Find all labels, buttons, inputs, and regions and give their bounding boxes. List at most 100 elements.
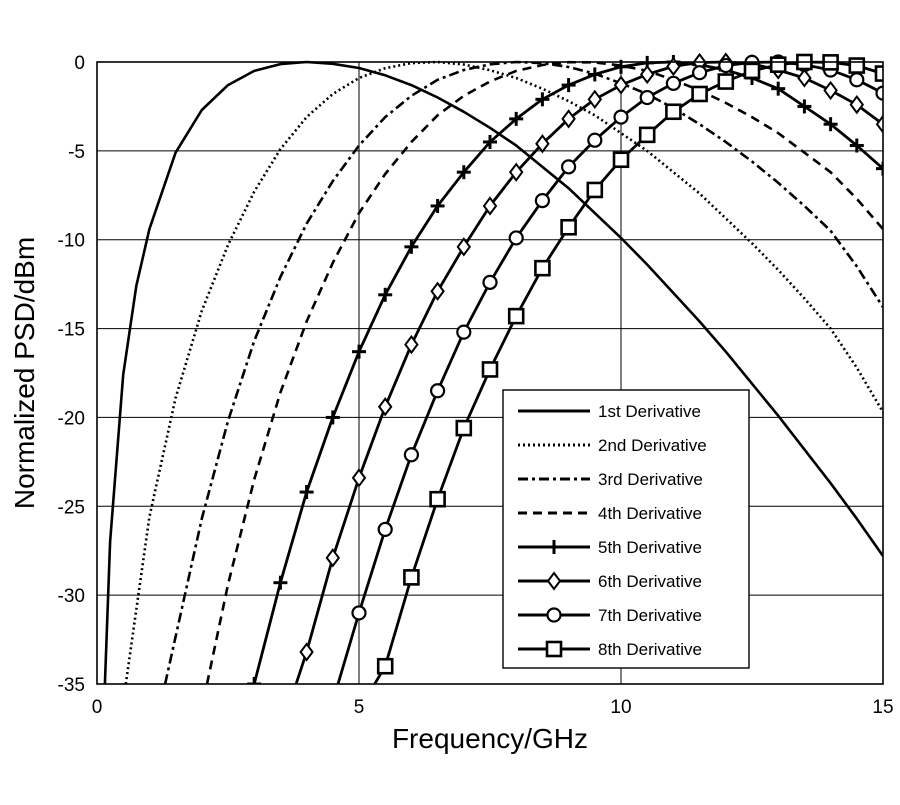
data-point xyxy=(534,193,551,209)
data-point xyxy=(430,198,445,213)
data-point xyxy=(377,521,393,537)
data-point xyxy=(545,640,563,658)
y-tick-label: -35 xyxy=(58,675,85,696)
data-point xyxy=(273,575,288,590)
y-axis-label: Normalized PSD/dBm xyxy=(9,237,40,509)
data-point xyxy=(561,109,576,129)
data-point xyxy=(587,89,603,109)
y-tick-label: 0 xyxy=(74,53,85,74)
data-point xyxy=(848,57,866,74)
data-point xyxy=(456,165,471,180)
data-point xyxy=(481,361,499,378)
data-point xyxy=(560,218,577,236)
data-point xyxy=(691,65,708,81)
tick-labels: 0 5 10 15 0 -5 -10 -15 -20 -25 -30 -35 xyxy=(58,53,894,718)
data-point xyxy=(823,80,838,101)
y-tick-label: -10 xyxy=(58,231,85,252)
data-point xyxy=(376,657,394,675)
y-tick-label: -15 xyxy=(58,320,85,341)
data-point xyxy=(508,230,524,246)
data-point xyxy=(482,196,498,216)
x-axis-label: Frequency/GHz xyxy=(392,723,588,754)
legend-item: 6th Derivative xyxy=(518,571,702,591)
data-point xyxy=(823,117,838,132)
data-point xyxy=(612,151,630,169)
data-point xyxy=(587,67,602,82)
data-point xyxy=(430,281,445,301)
data-point xyxy=(613,109,629,125)
data-point xyxy=(508,162,524,182)
data-point xyxy=(665,75,682,91)
data-point xyxy=(875,85,883,101)
plot-frame xyxy=(96,61,884,685)
data-point xyxy=(797,99,812,114)
data-point xyxy=(874,65,883,82)
data-point xyxy=(587,132,603,148)
series-2 xyxy=(124,60,883,684)
legend-label: 8th Derivative xyxy=(598,640,702,659)
legend-label: 5th Derivative xyxy=(598,538,702,557)
legend-item: 8th Derivative xyxy=(518,640,702,659)
data-point xyxy=(535,134,550,154)
y-tick-label: -5 xyxy=(68,142,85,163)
series-layer xyxy=(103,52,883,684)
y-tick-label: -25 xyxy=(58,497,85,518)
data-point xyxy=(546,607,562,623)
data-point xyxy=(247,677,262,684)
data-point xyxy=(547,540,561,554)
data-point xyxy=(534,259,551,277)
data-point xyxy=(507,307,525,325)
series-1 xyxy=(103,60,883,684)
legend-items: 1st Derivative 2nd Derivative 3rd Derivati… xyxy=(518,402,707,659)
legend-item: 2nd Derivative xyxy=(518,436,707,455)
data-point xyxy=(639,64,655,85)
data-point xyxy=(691,85,708,103)
legend-label: 2nd Derivative xyxy=(598,436,707,455)
data-point xyxy=(483,134,497,149)
y-tick-label: -20 xyxy=(58,408,85,429)
data-point xyxy=(351,468,367,488)
data-point xyxy=(535,92,550,107)
legend-item: 5th Derivative xyxy=(518,538,702,557)
legend-label: 7th Derivative xyxy=(598,606,702,625)
x-tick-label: 10 xyxy=(610,697,631,718)
data-point xyxy=(456,324,472,340)
legend-label: 4th Derivative xyxy=(598,504,702,523)
data-point xyxy=(849,138,864,153)
data-point xyxy=(638,126,656,144)
legend-item: 4th Derivative xyxy=(518,504,702,523)
legend: 1st Derivative 2nd Derivative 3rd Derivati… xyxy=(502,389,750,669)
data-point xyxy=(509,111,524,126)
series-line xyxy=(205,60,883,684)
data-point xyxy=(665,103,682,121)
data-point xyxy=(351,605,367,621)
x-tick-label: 0 xyxy=(92,697,103,718)
series-4 xyxy=(205,60,883,684)
data-point xyxy=(797,68,812,88)
data-point xyxy=(430,383,446,399)
data-point xyxy=(639,89,655,106)
data-point xyxy=(771,81,786,96)
data-point xyxy=(429,490,446,508)
data-point xyxy=(299,642,314,662)
data-point xyxy=(717,73,735,90)
data-point xyxy=(875,114,883,134)
data-point xyxy=(482,274,498,290)
x-tick-label: 5 xyxy=(354,697,365,718)
legend-item: 1st Derivative xyxy=(518,402,701,421)
data-point xyxy=(586,181,604,199)
y-tick-label: -30 xyxy=(58,586,85,607)
data-point xyxy=(404,239,419,254)
series-line xyxy=(103,60,883,684)
data-point xyxy=(546,571,562,591)
legend-item: 3rd Derivative xyxy=(518,470,703,489)
data-point xyxy=(403,447,419,463)
data-point xyxy=(560,159,577,175)
data-point xyxy=(561,78,576,93)
series-8 xyxy=(373,53,883,684)
data-point xyxy=(352,344,366,359)
legend-item: 7th Derivative xyxy=(518,606,702,625)
data-point xyxy=(299,485,314,500)
